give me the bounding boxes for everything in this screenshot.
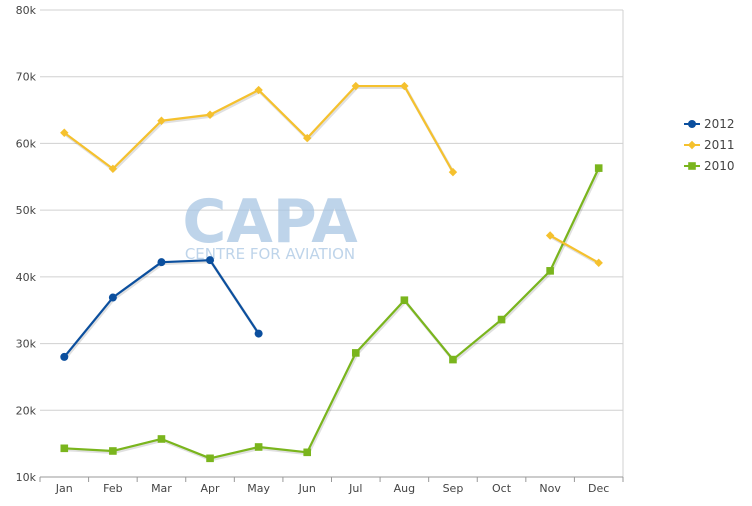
legend-label: 2012 [704,117,735,131]
x-tick-label: Dec [588,482,609,495]
legend-marker [688,162,696,170]
series-line-shadow [64,86,456,175]
x-tick-label: Sep [443,482,464,495]
series-line [549,234,600,264]
data-point[interactable] [497,315,506,324]
watermark-logo: CAPA [182,187,358,257]
series-lines [60,81,603,463]
data-point[interactable] [449,355,457,364]
data-point[interactable] [109,447,117,455]
data-point[interactable] [594,164,603,172]
y-tick-label: 30k [16,338,37,351]
data-point[interactable] [594,258,603,268]
legend-marker [688,120,696,128]
series-2011 [60,81,603,268]
series-2012 [60,256,263,361]
legend-label: 2010 [704,159,735,173]
x-tick-label: Jun [298,482,316,495]
data-point[interactable] [400,296,409,305]
data-point[interactable] [157,258,166,267]
axes: 10k 20k 30k 40k 50k 60k 70k 80k Jan Feb Mar Apr May J… [16,4,624,495]
data-point[interactable] [254,329,263,338]
x-tick-label: Aug [394,482,415,495]
data-point[interactable] [303,133,312,143]
data-point[interactable] [108,164,118,173]
series-line [64,167,600,460]
y-tick-label: 70k [16,71,37,84]
data-point[interactable] [157,435,166,443]
legend-item-2012[interactable]: 2012 [684,117,735,131]
series-2010 [60,164,603,463]
data-point[interactable] [351,349,360,357]
x-tick-label: Jul [348,482,362,495]
series-line-shadow [65,168,602,462]
y-tick-label: 20k [16,404,37,417]
y-tick-label: 10k [16,471,37,484]
data-point[interactable] [60,128,69,137]
data-point[interactable] [546,267,554,275]
series-line [63,259,260,358]
legend-marker [687,140,697,150]
data-point[interactable] [60,444,69,453]
data-point[interactable] [254,443,263,451]
data-point[interactable] [254,85,263,95]
y-tick-label: 80k [16,4,37,17]
data-point[interactable] [448,167,458,177]
legend-item-2011[interactable]: 2011 [684,138,735,152]
data-point[interactable] [303,448,312,457]
watermark-subtitle: CENTRE FOR AVIATION [185,245,355,263]
data-point[interactable] [108,293,117,302]
data-point[interactable] [206,256,215,265]
y-tick-label: 40k [16,271,37,284]
x-tick-label: Oct [492,482,512,495]
data-point[interactable] [545,231,555,240]
legend-item-2010[interactable]: 2010 [684,159,735,173]
data-point[interactable] [400,81,409,91]
data-point[interactable] [351,81,360,91]
data-point[interactable] [205,110,215,119]
x-tick-label: Jan [55,482,73,495]
legend[interactable]: 2012 2011 2010 [684,117,735,173]
x-tick-label: Apr [201,482,221,495]
x-tick-label: May [247,482,270,495]
y-tick-label: 60k [16,137,37,150]
y-tick-label: 50k [16,204,37,217]
x-tick-label: Mar [151,482,172,495]
x-tick-label: Nov [539,482,561,495]
capa-watermark: CAPA CENTRE FOR AVIATION [182,187,358,263]
data-point[interactable] [206,454,214,463]
series-line [63,84,454,173]
data-point[interactable] [60,352,69,361]
legend-label: 2011 [704,138,735,152]
data-point[interactable] [157,116,166,125]
x-tick-label: Feb [103,482,122,495]
